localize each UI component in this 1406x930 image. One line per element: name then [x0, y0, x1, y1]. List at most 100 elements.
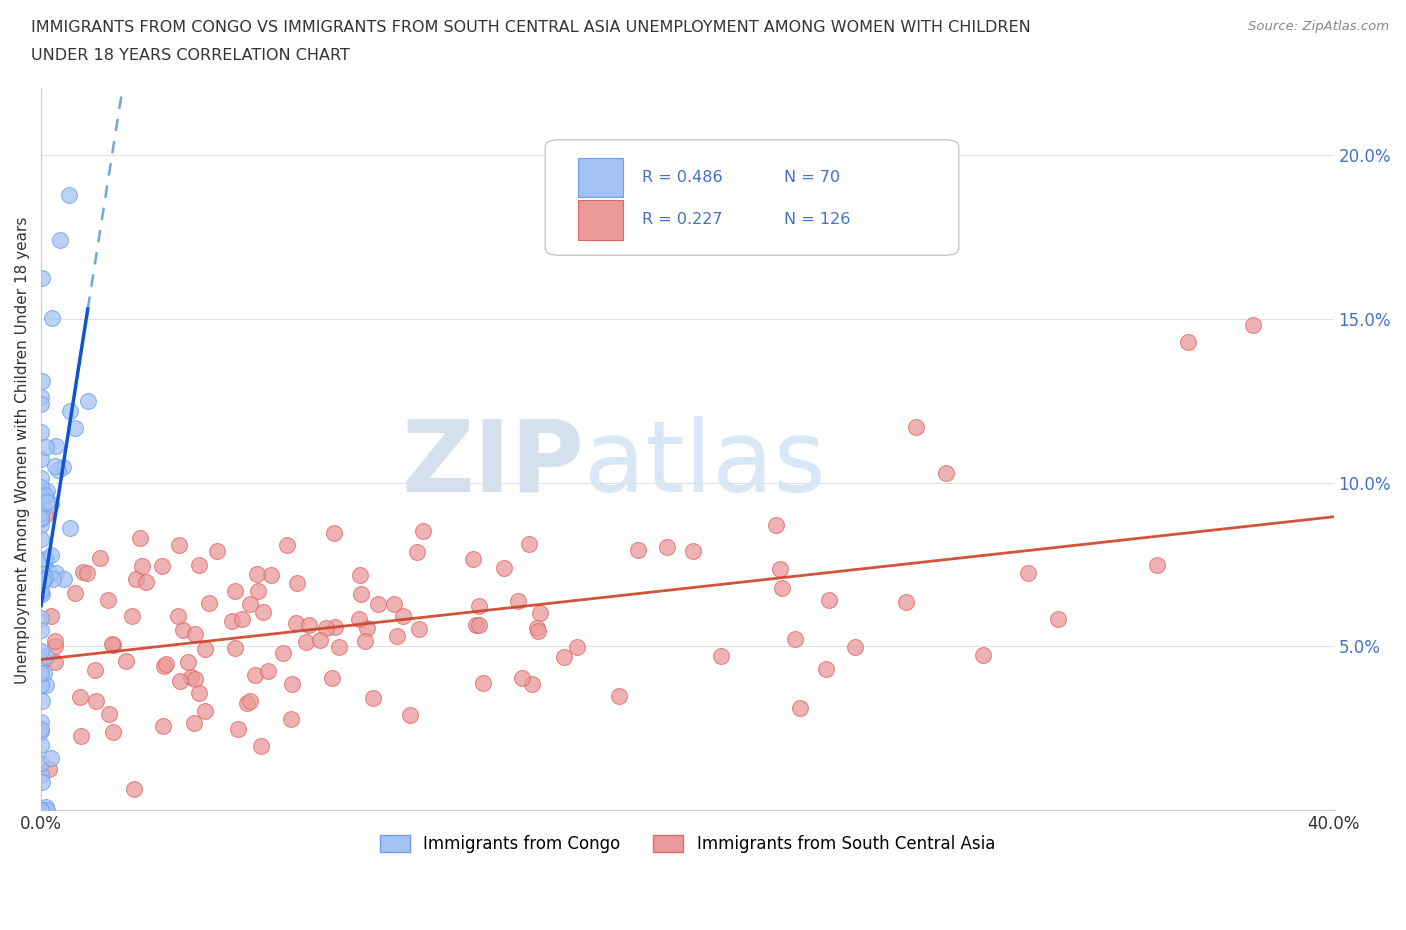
Point	[323, 619, 346, 634]
Point	[323, 525, 346, 540]
Point	[63, 420, 86, 435]
Point	[188, 558, 211, 573]
Text: UNDER 18 YEARS CORRELATION CHART: UNDER 18 YEARS CORRELATION CHART	[31, 48, 350, 63]
Point	[152, 718, 174, 733]
Point	[97, 592, 120, 607]
Point	[35, 800, 58, 815]
Point	[184, 627, 207, 642]
Point	[243, 668, 266, 683]
Point	[98, 707, 121, 722]
Point	[46, 462, 69, 477]
Point	[76, 565, 98, 580]
Point	[321, 671, 343, 685]
Point	[30, 582, 52, 597]
Point	[280, 711, 302, 726]
Point	[236, 696, 259, 711]
Point	[34, 551, 56, 566]
Point	[188, 685, 211, 700]
Point	[408, 621, 430, 636]
Point	[224, 641, 246, 656]
Point	[30, 665, 52, 680]
Point	[76, 394, 98, 409]
Point	[818, 593, 841, 608]
Point	[30, 512, 52, 526]
Point	[194, 642, 217, 657]
Point	[464, 618, 486, 632]
Point	[239, 597, 262, 612]
Text: N = 70: N = 70	[785, 170, 841, 185]
Point	[84, 662, 107, 677]
Point	[471, 675, 494, 690]
Point	[180, 669, 202, 684]
Point	[328, 640, 350, 655]
Point	[150, 559, 173, 574]
Point	[42, 572, 65, 587]
Text: R = 0.227: R = 0.227	[643, 212, 723, 227]
Point	[167, 609, 190, 624]
Point	[153, 658, 176, 673]
Point	[295, 635, 318, 650]
Point	[260, 568, 283, 583]
Point	[246, 583, 269, 598]
Point	[72, 565, 94, 580]
Legend: Immigrants from Congo, Immigrants from South Central Asia: Immigrants from Congo, Immigrants from S…	[373, 828, 1002, 859]
Point	[385, 629, 408, 644]
Point	[34, 570, 56, 585]
Point	[468, 618, 491, 632]
Point	[1177, 334, 1199, 349]
Point	[607, 688, 630, 703]
Point	[38, 762, 60, 777]
Point	[49, 232, 72, 247]
Point	[1146, 558, 1168, 573]
Point	[39, 496, 62, 511]
Point	[30, 803, 52, 817]
Point	[31, 775, 53, 790]
Point	[44, 459, 66, 474]
Point	[30, 677, 52, 692]
Point	[276, 538, 298, 552]
Point	[131, 559, 153, 574]
Point	[59, 404, 82, 418]
Point	[239, 694, 262, 709]
Point	[682, 543, 704, 558]
Point	[527, 624, 550, 639]
Point	[30, 724, 52, 738]
Point	[627, 542, 650, 557]
Point	[565, 640, 588, 655]
Point	[169, 673, 191, 688]
Point	[34, 653, 56, 668]
Point	[510, 671, 533, 685]
Point	[246, 566, 269, 581]
Point	[30, 623, 52, 638]
Point	[32, 573, 55, 588]
Point	[250, 738, 273, 753]
Point	[226, 722, 249, 737]
Text: ZIP: ZIP	[401, 416, 583, 512]
Point	[257, 664, 280, 679]
Point	[30, 585, 52, 600]
Point	[935, 465, 957, 480]
Point	[30, 470, 52, 485]
Point	[155, 657, 177, 671]
Y-axis label: Unemployment Among Women with Children Under 18 years: Unemployment Among Women with Children U…	[15, 216, 30, 684]
Point	[30, 737, 52, 752]
Text: N = 126: N = 126	[785, 212, 851, 227]
Point	[30, 425, 52, 440]
Point	[101, 636, 124, 651]
Point	[177, 655, 200, 670]
Point	[508, 593, 530, 608]
Point	[45, 438, 67, 453]
Point	[529, 606, 551, 621]
Point	[184, 671, 207, 686]
Point	[526, 620, 548, 635]
Point	[194, 703, 217, 718]
Point	[710, 648, 733, 663]
Point	[30, 585, 52, 600]
Point	[30, 506, 52, 521]
Point	[30, 715, 52, 730]
Point	[59, 520, 82, 535]
Point	[30, 767, 52, 782]
Point	[252, 604, 274, 619]
Point	[347, 611, 370, 626]
Point	[31, 694, 53, 709]
